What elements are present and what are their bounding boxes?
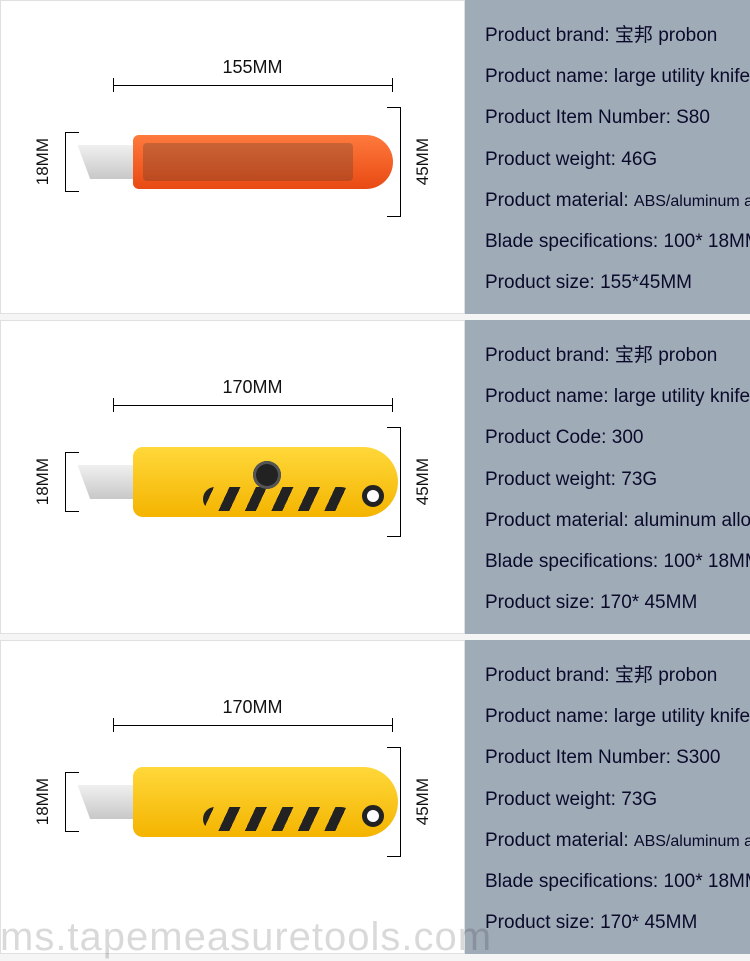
dimension-length-label: 170MM <box>113 697 393 718</box>
spec-label: Product name: <box>485 386 614 407</box>
spec-line: Product Item Number: S300 <box>485 746 736 771</box>
spec-value: ABS/aluminum alloy <box>634 193 750 210</box>
spec-label: Product name: <box>485 706 614 727</box>
spec-value: 73G <box>621 789 657 810</box>
dimension-blade-label: 18MM <box>33 778 53 825</box>
spec-label: Product brand: <box>485 665 615 686</box>
spec-label: Product material: <box>485 830 634 851</box>
spec-line: Blade specifications: 100* 18MM <box>485 870 736 895</box>
spec-value: aluminum alloy <box>634 510 750 531</box>
spec-line: Blade specifications: 100* 18MM <box>485 550 736 575</box>
spec-panel: Product brand: 宝邦 probonProduct name: la… <box>465 0 750 314</box>
spec-value: ABS/aluminum alloy <box>634 833 750 850</box>
spec-value: large utility knife <box>614 706 750 727</box>
spec-label: Product Code: <box>485 427 612 448</box>
dimension-height-label: 45MM <box>413 778 433 825</box>
spec-label: Product weight: <box>485 789 621 810</box>
spec-label: Product material: <box>485 190 634 211</box>
page: 155MM18MM45MMProduct brand: 宝邦 probonPro… <box>0 0 750 954</box>
product-diagram: 155MM 18MM 45MM <box>0 0 465 314</box>
spec-value: 170* 45MM <box>600 592 697 613</box>
spec-label: Product size: <box>485 912 600 933</box>
spec-value: 46G <box>621 149 657 170</box>
spec-panel: Product brand: 宝邦 probonProduct name: la… <box>465 640 750 954</box>
spec-label: Product Item Number: <box>485 747 676 768</box>
spec-line: Product material: aluminum alloy <box>485 509 736 534</box>
product-diagram: 170MM 18MM 45MM <box>0 320 465 634</box>
spec-value: 300 <box>612 427 644 448</box>
spec-label: Blade specifications: <box>485 871 664 892</box>
product-row: 155MM18MM45MMProduct brand: 宝邦 probonPro… <box>0 0 750 314</box>
spec-value: S300 <box>676 747 720 768</box>
knife-icon <box>78 127 398 197</box>
spec-line: Product size: 170* 45MM <box>485 591 736 616</box>
dimension-length-label: 170MM <box>113 377 393 398</box>
spec-line: Product weight: 46G <box>485 148 736 173</box>
spec-label: Product size: <box>485 592 600 613</box>
spec-label: Product weight: <box>485 469 621 490</box>
dimension-height-label: 45MM <box>413 138 433 185</box>
knife-icon <box>78 447 398 517</box>
spec-value: 100* 18MM <box>664 871 750 892</box>
dimension-blade-label: 18MM <box>33 458 53 505</box>
spec-line: Product material: ABS/aluminum alloy <box>485 189 736 214</box>
spec-line: Product Item Number: S80 <box>485 106 736 131</box>
spec-value: 宝邦 probon <box>615 25 717 46</box>
spec-line: Product brand: 宝邦 probon <box>485 664 736 689</box>
spec-value: 100* 18MM <box>664 551 750 572</box>
spec-value: large utility knife <box>614 386 750 407</box>
product-diagram: 170MM 18MM 45MM <box>0 640 465 954</box>
spec-value: 170* 45MM <box>600 912 697 933</box>
knife-icon <box>78 767 398 837</box>
spec-line: Blade specifications: 100* 18MM <box>485 230 736 255</box>
spec-line: Product name: large utility knife <box>485 705 736 730</box>
spec-value: 宝邦 probon <box>615 345 717 366</box>
spec-line: Product Code: 300 <box>485 426 736 451</box>
spec-label: Product size: <box>485 272 600 293</box>
spec-label: Blade specifications: <box>485 551 664 572</box>
product-row: 170MM18MM45MMProduct brand: 宝邦 probonPro… <box>0 320 750 634</box>
spec-label: Product weight: <box>485 149 621 170</box>
spec-label: Product material: <box>485 510 634 531</box>
spec-label: Product Item Number: <box>485 107 676 128</box>
spec-value: 宝邦 probon <box>615 665 717 686</box>
product-row: 170MM18MM45MMProduct brand: 宝邦 probonPro… <box>0 640 750 954</box>
spec-label: Product brand: <box>485 25 615 46</box>
spec-line: Product name: large utility knife <box>485 65 736 90</box>
spec-line: Product weight: 73G <box>485 788 736 813</box>
spec-value: large utility knife <box>614 66 750 87</box>
spec-line: Product weight: 73G <box>485 468 736 493</box>
spec-panel: Product brand: 宝邦 probonProduct name: la… <box>465 320 750 634</box>
spec-value: 100* 18MM <box>664 231 750 252</box>
spec-label: Blade specifications: <box>485 231 664 252</box>
spec-value: 73G <box>621 469 657 490</box>
spec-label: Product brand: <box>485 345 615 366</box>
spec-value: S80 <box>676 107 710 128</box>
spec-line: Product brand: 宝邦 probon <box>485 24 736 49</box>
spec-line: Product brand: 宝邦 probon <box>485 344 736 369</box>
dimension-height-label: 45MM <box>413 458 433 505</box>
spec-value: 155*45MM <box>600 272 692 293</box>
spec-line: Product size: 170* 45MM <box>485 911 736 936</box>
dimension-length-label: 155MM <box>113 57 393 78</box>
spec-line: Product material: ABS/aluminum alloy <box>485 829 736 854</box>
spec-line: Product size: 155*45MM <box>485 271 736 296</box>
spec-label: Product name: <box>485 66 614 87</box>
dimension-blade-label: 18MM <box>33 138 53 185</box>
spec-line: Product name: large utility knife <box>485 385 736 410</box>
